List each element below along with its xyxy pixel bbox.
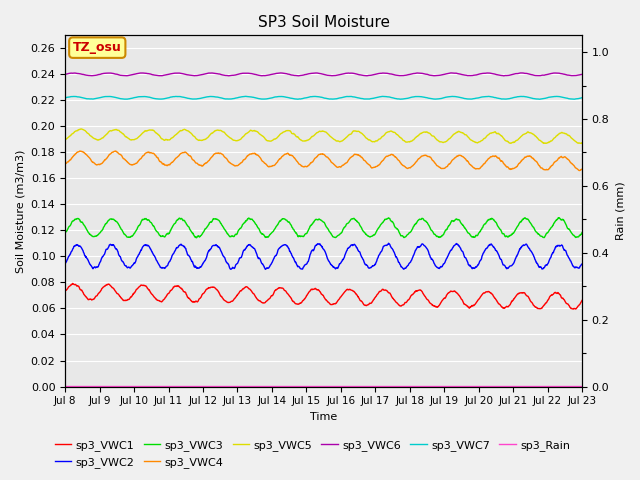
sp3_VWC7 <box>355 95 363 101</box>
sp3_VWC3 <box>301 232 308 238</box>
sp3_VWC3 <box>61 229 69 235</box>
sp3_VWC4 <box>61 160 69 166</box>
Legend: sp3_VWC1, sp3_VWC2, sp3_VWC3, sp3_VWC4, sp3_VWC5, sp3_VWC6, sp3_VWC7, sp3_Rain: sp3_VWC1, sp3_VWC2, sp3_VWC3, sp3_VWC4, … <box>51 436 575 472</box>
sp3_VWC1 <box>281 288 289 293</box>
sp3_VWC2 <box>122 263 130 269</box>
sp3_VWC4 <box>292 156 300 162</box>
sp3_VWC1 <box>570 306 577 312</box>
sp3_VWC5 <box>281 129 289 134</box>
sp3_Rain <box>61 384 69 389</box>
sp3_VWC1 <box>69 280 77 286</box>
sp3_VWC6 <box>61 72 69 77</box>
sp3_VWC6 <box>578 72 586 77</box>
sp3_VWC4 <box>356 153 364 158</box>
sp3_VWC2 <box>281 242 289 248</box>
sp3_VWC2 <box>101 250 109 255</box>
sp3_VWC3 <box>281 216 289 222</box>
sp3_VWC4 <box>281 152 289 157</box>
sp3_VWC5 <box>123 134 131 140</box>
sp3_Rain <box>122 384 130 389</box>
sp3_VWC6 <box>301 72 308 77</box>
sp3_VWC5 <box>102 132 109 138</box>
Line: sp3_VWC2: sp3_VWC2 <box>65 243 582 269</box>
sp3_VWC5 <box>578 140 586 146</box>
sp3_VWC1 <box>301 296 308 302</box>
sp3_VWC2 <box>578 261 586 267</box>
sp3_VWC2 <box>301 262 308 268</box>
sp3_VWC7 <box>301 95 308 101</box>
sp3_VWC6 <box>101 71 109 76</box>
sp3_VWC2 <box>356 249 364 254</box>
sp3_VWC5 <box>77 126 85 132</box>
Line: sp3_VWC3: sp3_VWC3 <box>65 217 582 238</box>
sp3_VWC7 <box>379 94 387 99</box>
sp3_Rain <box>101 384 109 389</box>
sp3_VWC6 <box>500 73 508 79</box>
sp3_VWC5 <box>578 141 586 146</box>
sp3_VWC3 <box>292 229 300 235</box>
sp3_VWC4 <box>578 167 586 172</box>
Line: sp3_VWC6: sp3_VWC6 <box>65 73 582 76</box>
sp3_VWC7 <box>122 96 130 102</box>
sp3_VWC1 <box>356 297 364 302</box>
sp3_Rain <box>355 384 363 389</box>
sp3_VWC6 <box>122 73 130 79</box>
sp3_VWC2 <box>262 266 269 272</box>
sp3_VWC1 <box>102 282 109 288</box>
sp3_VWC1 <box>292 300 300 306</box>
sp3_VWC5 <box>292 132 300 138</box>
sp3_VWC7 <box>570 96 577 102</box>
sp3_VWC4 <box>576 168 584 173</box>
sp3_VWC2 <box>61 261 69 267</box>
sp3_VWC6 <box>447 70 455 76</box>
sp3_VWC1 <box>578 298 586 303</box>
sp3_VWC5 <box>61 137 69 143</box>
sp3_VWC3 <box>578 230 586 236</box>
sp3_VWC4 <box>102 156 109 162</box>
sp3_VWC6 <box>280 71 288 76</box>
sp3_VWC1 <box>123 298 131 303</box>
sp3_VWC4 <box>301 164 308 169</box>
sp3_VWC5 <box>301 138 308 144</box>
Line: sp3_VWC5: sp3_VWC5 <box>65 129 582 144</box>
Line: sp3_VWC4: sp3_VWC4 <box>65 151 582 170</box>
Line: sp3_VWC1: sp3_VWC1 <box>65 283 582 309</box>
sp3_VWC3 <box>356 222 364 228</box>
sp3_VWC7 <box>291 96 299 102</box>
sp3_VWC7 <box>61 95 69 101</box>
sp3_VWC3 <box>122 233 130 239</box>
sp3_Rain <box>280 384 288 389</box>
sp3_VWC7 <box>578 95 586 100</box>
Text: TZ_osu: TZ_osu <box>73 41 122 54</box>
sp3_Rain <box>578 384 586 389</box>
sp3_VWC3 <box>193 235 200 240</box>
Line: sp3_VWC7: sp3_VWC7 <box>65 96 582 99</box>
sp3_VWC4 <box>123 158 131 164</box>
Y-axis label: Soil Moisture (m3/m3): Soil Moisture (m3/m3) <box>15 149 25 273</box>
Y-axis label: Rain (mm): Rain (mm) <box>615 181 625 240</box>
sp3_VWC5 <box>356 129 364 135</box>
sp3_VWC2 <box>292 260 300 265</box>
sp3_VWC3 <box>101 221 109 227</box>
Title: SP3 Soil Moisture: SP3 Soil Moisture <box>257 15 390 30</box>
sp3_VWC7 <box>101 94 109 99</box>
sp3_VWC4 <box>76 148 84 154</box>
X-axis label: Time: Time <box>310 412 337 422</box>
sp3_VWC6 <box>291 72 299 78</box>
sp3_VWC1 <box>61 288 69 294</box>
sp3_Rain <box>301 384 308 389</box>
sp3_VWC3 <box>556 215 563 220</box>
sp3_Rain <box>291 384 299 389</box>
sp3_VWC7 <box>280 94 288 100</box>
sp3_VWC6 <box>355 72 363 78</box>
sp3_VWC2 <box>385 240 392 246</box>
